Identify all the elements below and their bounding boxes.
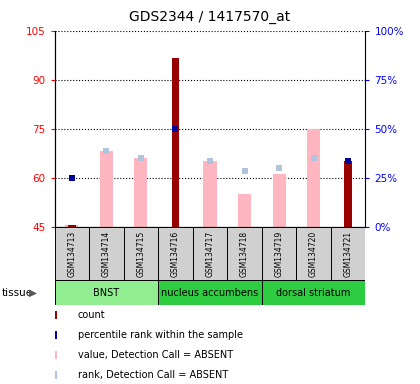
Text: GSM134719: GSM134719: [275, 230, 284, 276]
Bar: [297, 227, 331, 280]
Text: BNST: BNST: [93, 288, 119, 298]
Bar: [193, 227, 227, 280]
Text: tissue: tissue: [2, 288, 33, 298]
Bar: [262, 227, 297, 280]
Bar: [65, 225, 79, 227]
Bar: [134, 158, 147, 227]
Text: GSM134721: GSM134721: [344, 230, 353, 276]
Text: value, Detection Call = ABSENT: value, Detection Call = ABSENT: [78, 350, 233, 360]
Text: rank, Detection Call = ABSENT: rank, Detection Call = ABSENT: [78, 370, 228, 380]
Text: GSM134713: GSM134713: [67, 230, 76, 276]
Bar: [238, 194, 251, 227]
Text: GSM134720: GSM134720: [309, 230, 318, 276]
Text: nucleus accumbens: nucleus accumbens: [161, 288, 259, 298]
Bar: [123, 227, 158, 280]
Bar: [89, 227, 123, 280]
Text: percentile rank within the sample: percentile rank within the sample: [78, 330, 243, 340]
Text: GSM134715: GSM134715: [136, 230, 145, 276]
Bar: [100, 152, 113, 227]
Bar: [203, 161, 217, 227]
Text: dorsal striatum: dorsal striatum: [276, 288, 351, 298]
Bar: [307, 129, 320, 227]
Bar: [273, 174, 286, 227]
Bar: [55, 227, 89, 280]
Bar: [331, 227, 365, 280]
Bar: [172, 58, 179, 227]
Bar: [55, 280, 158, 305]
Bar: [158, 227, 193, 280]
Text: ▶: ▶: [29, 288, 37, 298]
Text: GSM134718: GSM134718: [240, 230, 249, 276]
Bar: [262, 280, 365, 305]
Text: GDS2344 / 1417570_at: GDS2344 / 1417570_at: [129, 10, 291, 23]
Bar: [344, 161, 352, 227]
Bar: [68, 225, 76, 227]
Bar: [158, 280, 262, 305]
Text: GSM134714: GSM134714: [102, 230, 111, 276]
Text: GSM134716: GSM134716: [171, 230, 180, 276]
Text: count: count: [78, 310, 105, 320]
Text: GSM134717: GSM134717: [205, 230, 215, 276]
Bar: [227, 227, 262, 280]
